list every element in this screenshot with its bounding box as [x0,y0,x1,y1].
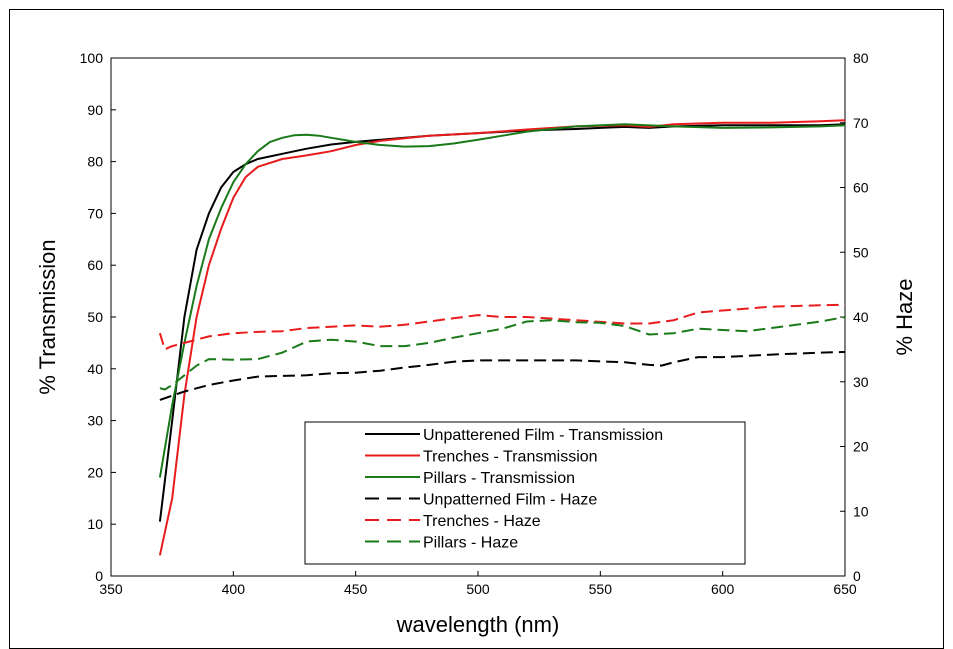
y-tick-label: 10 [87,516,103,532]
y2-axis-title: % Haze [892,278,917,355]
y2-tick-label: 60 [853,180,869,196]
y2-tick-label: 30 [853,374,869,390]
legend-label: Pillars - Haze [423,535,518,552]
y-tick-label: 30 [87,413,103,429]
y-tick-label: 20 [87,464,103,480]
y2-tick-label: 20 [853,439,869,455]
y-tick-label: 70 [87,205,103,221]
series-line-4 [159,351,846,401]
series-line-2 [158,119,846,556]
x-tick-label: 650 [833,581,857,597]
x-axis-title: wavelength (nm) [396,612,560,637]
y-tick-label: 90 [87,102,103,118]
y2-tick-label: 40 [853,309,869,325]
x-tick-label: 450 [344,581,368,597]
legend-label: Unpatterned Film - Haze [423,492,597,509]
y-tick-label: 50 [87,309,103,325]
series-layer [158,119,846,556]
y2-tick-label: 70 [853,115,869,131]
y-tick-label: 40 [87,361,103,377]
series-line-3 [158,123,846,478]
y2-tick-label: 10 [853,503,869,519]
legend-label: Trenches - Transmission [423,449,598,466]
legend: Unpatterened Film - Transmission Trenches… [304,421,746,565]
x-tick-label: 350 [99,581,123,597]
y-axis-title: % Transmission [35,239,60,394]
series-line-5 [158,303,846,351]
y-tick-label: 100 [80,50,104,66]
legend-label: Unpatterened Film - Transmission [423,427,663,444]
axes: 0 10 20 30 40 50 60 70 80 90 100 0 10 20 30 40 50 60 70 80 3… [80,50,869,597]
x-tick-label: 550 [589,581,613,597]
series-line-6 [159,316,846,391]
y-tick-label: 80 [87,154,103,170]
y2-tick-label: 80 [853,50,869,66]
y2-tick-label: 0 [853,568,861,584]
y-tick-label: 60 [87,257,103,273]
x-tick-label: 600 [711,581,735,597]
y2-tick-label: 50 [853,244,869,260]
y-tick-label: 0 [95,568,103,584]
legend-box [304,421,746,565]
legend-label: Pillars - Transmission [423,470,575,487]
x-tick-label: 500 [466,581,490,597]
legend-label: Trenches - Haze [423,513,541,530]
x-tick-label: 400 [222,581,246,597]
